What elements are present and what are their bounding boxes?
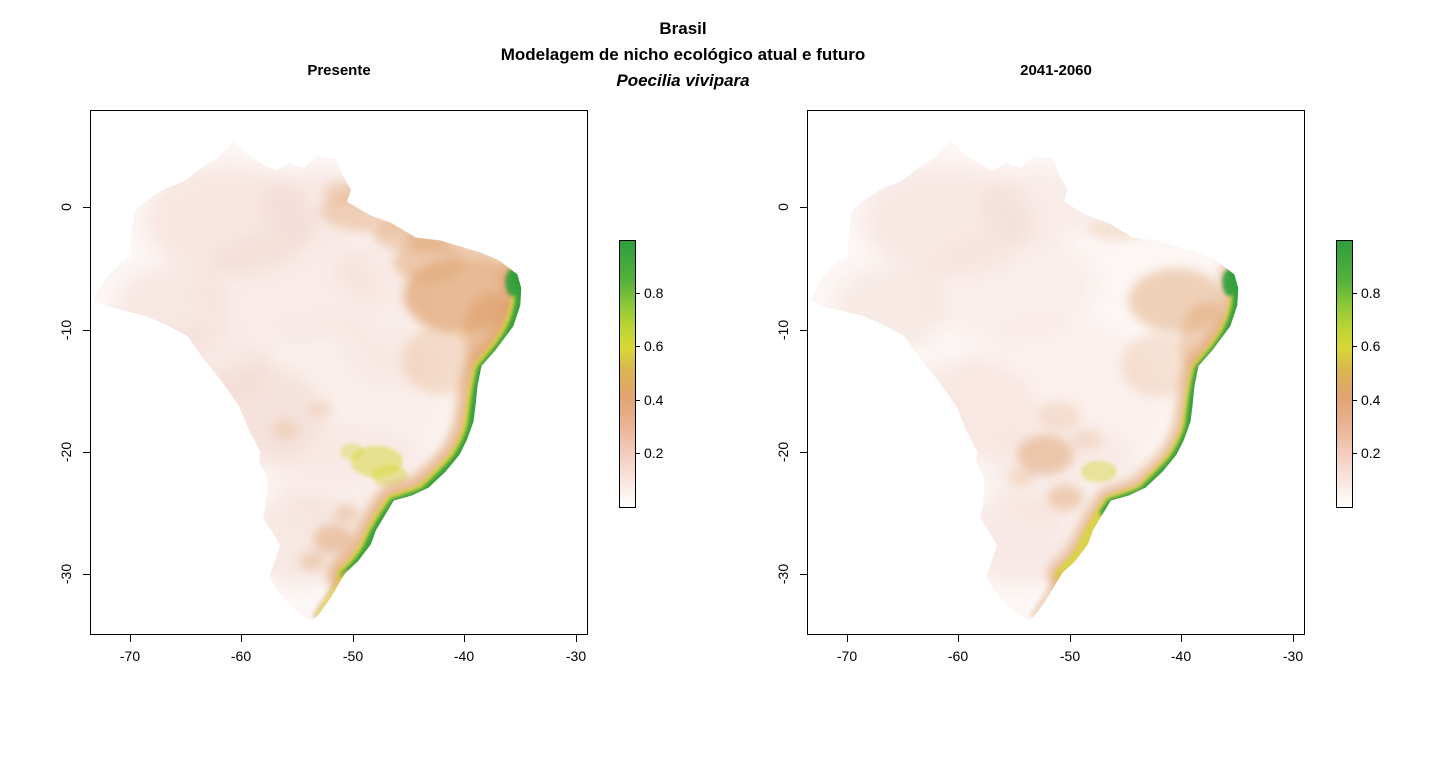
panel-future: 2041-2060 — [775, 0, 1436, 776]
x-axis-tick — [958, 635, 959, 642]
x-axis-tick — [1181, 635, 1182, 642]
colorbar-tick-label: 0.6 — [1361, 338, 1381, 354]
x-axis-tick — [241, 635, 242, 642]
y-axis-tick-label: -20 — [775, 441, 791, 463]
colorbar-tick — [1352, 400, 1357, 401]
y-axis-tick — [800, 452, 807, 453]
colorbar-tick-label: 0.8 — [1361, 285, 1381, 301]
panel-present: Presente — [58, 0, 730, 776]
y-axis-tick-label: -10 — [58, 319, 74, 341]
y-axis-tick — [800, 207, 807, 208]
x-axis-tick — [1070, 635, 1071, 642]
x-axis-tick-label: -60 — [947, 648, 969, 664]
y-axis-tick — [83, 574, 90, 575]
map-plot-area — [807, 110, 1305, 635]
x-axis-tick-label: -40 — [453, 648, 475, 664]
x-axis-tick — [847, 635, 848, 642]
x-axis-tick-label: -70 — [836, 648, 858, 664]
y-axis-tick — [83, 452, 90, 453]
y-axis-tick-label: -30 — [775, 563, 791, 585]
colorbar-tick — [635, 400, 640, 401]
colorbar-tick-label: 0.4 — [644, 392, 664, 408]
y-axis-tick-label: -30 — [58, 563, 74, 585]
x-axis-tick — [576, 635, 577, 642]
colorbar-tick — [635, 453, 640, 454]
colorbar-tick-label: 0.2 — [644, 445, 664, 461]
x-axis-tick-label: -30 — [565, 648, 587, 664]
colorbar-tick — [635, 293, 640, 294]
x-axis-tick — [130, 635, 131, 642]
colorbar-tick — [1352, 293, 1357, 294]
brazil-suitability-map — [92, 140, 522, 621]
colorbar-tick — [635, 346, 640, 347]
x-axis-tick — [464, 635, 465, 642]
colorbar-tick-label: 0.4 — [1361, 392, 1381, 408]
x-axis-tick-label: -50 — [1059, 648, 1081, 664]
x-axis-tick-label: -40 — [1170, 648, 1192, 664]
figure-title-line1: Brasil — [659, 19, 707, 38]
y-axis-tick — [800, 574, 807, 575]
colorbar-tick-label: 0.8 — [644, 285, 664, 301]
figure-title-line3: Poecilia vivipara — [616, 71, 750, 90]
x-axis-tick — [353, 635, 354, 642]
panel-title: 2041-2060 — [1020, 62, 1092, 79]
figure-title: Brasil Modelagem de nicho ecológico atua… — [318, 16, 1048, 94]
colorbar-gradient — [1336, 240, 1353, 508]
y-axis-tick — [83, 207, 90, 208]
x-axis-tick-label: -60 — [230, 648, 252, 664]
y-axis-tick-label: 0 — [775, 203, 791, 211]
y-axis-tick — [83, 330, 90, 331]
colorbar-tick — [1352, 346, 1357, 347]
x-axis-tick-label: -30 — [1282, 648, 1304, 664]
figure-title-line2: Modelagem de nicho ecológico atual e fut… — [500, 45, 866, 64]
y-axis-tick-label: 0 — [58, 203, 74, 211]
x-axis-tick-label: -70 — [119, 648, 141, 664]
panel-title: Presente — [307, 62, 371, 79]
colorbar-gradient — [619, 240, 636, 508]
y-axis-tick-label: -20 — [58, 441, 74, 463]
colorbar-tick-label: 0.2 — [1361, 445, 1381, 461]
colorbar-tick — [1352, 453, 1357, 454]
brazil-suitability-map — [809, 140, 1239, 621]
x-axis-tick — [1293, 635, 1294, 642]
colorbar-tick-label: 0.6 — [644, 338, 664, 354]
y-axis-tick — [800, 330, 807, 331]
map-plot-area — [90, 110, 588, 635]
y-axis-tick-label: -10 — [775, 319, 791, 341]
x-axis-tick-label: -50 — [342, 648, 364, 664]
